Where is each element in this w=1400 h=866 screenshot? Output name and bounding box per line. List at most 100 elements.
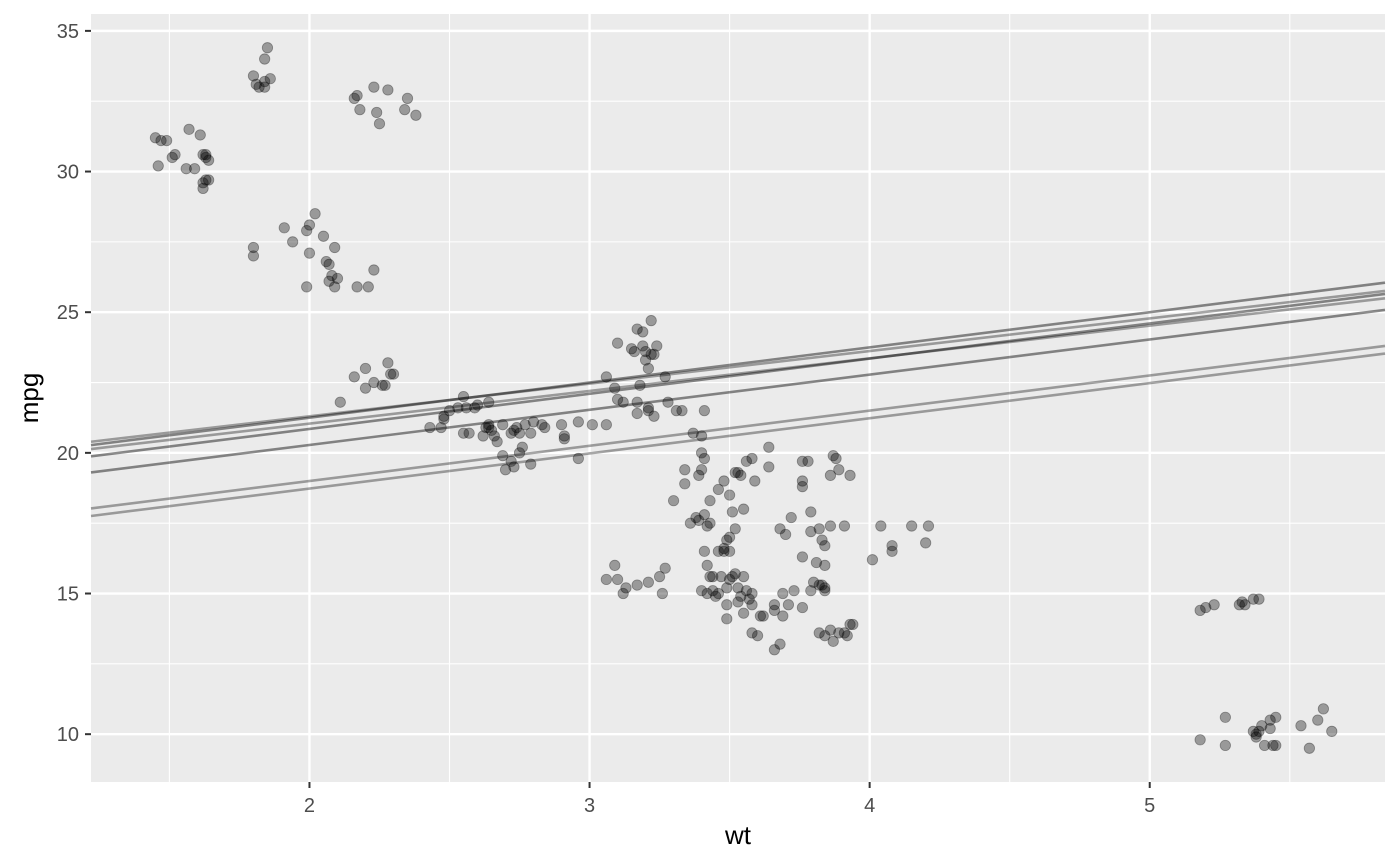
- data-point: [712, 545, 724, 557]
- data-point: [1295, 720, 1307, 732]
- data-point: [525, 427, 537, 439]
- data-point: [410, 109, 422, 121]
- data-point: [1303, 742, 1315, 754]
- data-point: [382, 357, 394, 369]
- data-point: [721, 582, 733, 594]
- data-point: [838, 627, 851, 639]
- data-point: [679, 478, 691, 490]
- data-point: [301, 281, 313, 293]
- data-point: [813, 579, 825, 591]
- data-point: [922, 520, 935, 532]
- data-point: [457, 390, 470, 403]
- data-point: [687, 427, 699, 439]
- data-point: [735, 469, 747, 481]
- data-point: [1312, 714, 1324, 726]
- data-point: [844, 618, 856, 631]
- fit-line: [90, 344, 1386, 510]
- data-point: [659, 562, 671, 574]
- data-point: [796, 475, 809, 487]
- fit-line: [90, 296, 1386, 451]
- data-point: [525, 458, 537, 470]
- data-point: [721, 613, 733, 625]
- data-point: [477, 430, 489, 442]
- data-point: [326, 270, 338, 282]
- data-point: [712, 483, 724, 496]
- data-point: [746, 627, 758, 639]
- data-point: [513, 447, 526, 459]
- data-point: [1253, 725, 1265, 737]
- data-points: [149, 42, 1338, 754]
- data-point: [1208, 599, 1220, 611]
- data-point: [1247, 725, 1259, 737]
- data-point: [833, 627, 845, 639]
- data-point: [485, 424, 498, 436]
- data-point: [707, 571, 719, 583]
- data-point: [516, 441, 528, 453]
- data-point: [435, 421, 447, 434]
- data-point: [334, 396, 346, 408]
- data-point: [387, 368, 400, 380]
- data-point: [368, 81, 380, 93]
- data-point: [508, 424, 520, 436]
- data-point: [329, 241, 341, 254]
- data-point: [536, 419, 548, 431]
- data-point: [505, 427, 517, 439]
- data-point: [813, 627, 825, 639]
- data-point: [1247, 593, 1259, 605]
- data-point: [667, 495, 680, 507]
- data-point: [1256, 720, 1268, 732]
- data-point: [743, 593, 755, 605]
- data-point: [373, 118, 386, 130]
- data-point: [1200, 601, 1212, 614]
- data-point: [497, 419, 509, 431]
- data-point: [152, 160, 164, 172]
- data-point: [513, 427, 526, 439]
- axis-ticks: [85, 29, 1151, 788]
- data-point: [555, 419, 568, 431]
- data-point: [645, 348, 657, 360]
- data-point: [354, 104, 366, 116]
- x-axis-title: wt: [724, 820, 752, 850]
- data-point: [376, 379, 388, 391]
- data-point: [729, 523, 741, 535]
- data-point: [1233, 599, 1245, 611]
- data-point: [611, 393, 624, 406]
- data-point: [875, 520, 887, 532]
- data-point: [693, 514, 705, 526]
- data-point: [723, 489, 736, 501]
- data-point: [558, 430, 570, 442]
- data-point: [1264, 714, 1276, 726]
- data-point: [684, 517, 696, 529]
- data-point: [886, 540, 898, 552]
- data-point: [169, 149, 181, 161]
- data-point: [424, 421, 436, 434]
- data-point: [194, 129, 206, 141]
- data-point: [609, 382, 621, 394]
- data-point: [259, 53, 271, 65]
- data-point: [830, 452, 842, 465]
- data-point: [726, 571, 738, 583]
- data-point: [1250, 731, 1262, 743]
- data-point: [788, 585, 800, 597]
- data-point: [572, 416, 584, 428]
- data-point: [774, 523, 786, 535]
- data-point: [200, 151, 212, 164]
- data-point: [746, 599, 758, 611]
- data-point: [768, 604, 781, 616]
- data-point: [586, 419, 598, 431]
- y-tick-label: 20: [57, 443, 79, 465]
- data-point: [723, 531, 736, 543]
- data-point: [399, 104, 411, 116]
- data-point: [558, 433, 570, 445]
- data-point: [261, 42, 274, 54]
- data-point: [197, 177, 209, 189]
- data-point: [1194, 604, 1206, 616]
- data-point: [631, 579, 643, 591]
- data-point: [805, 585, 817, 597]
- data-point: [709, 590, 722, 602]
- data-point: [539, 421, 551, 434]
- data-point: [463, 427, 475, 439]
- data-point: [166, 151, 178, 164]
- data-point: [796, 481, 809, 493]
- data-point: [1219, 739, 1231, 752]
